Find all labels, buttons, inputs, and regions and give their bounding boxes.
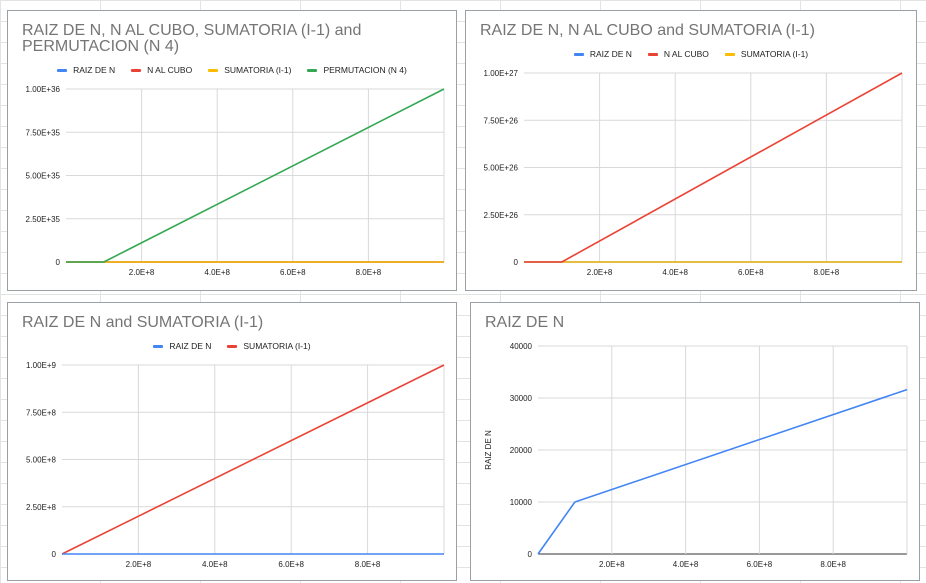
x-tick-label: 8.0E+8 [814, 268, 840, 277]
legend-label: SUMATORIA (I-1) [224, 65, 292, 75]
x-tick-label: 2.0E+8 [129, 268, 155, 277]
plot-area: 0 2.50E+26 5.00E+26 7.50E+26 1.00E+27 2.0E+8 4… [484, 69, 903, 277]
legend-swatch [153, 344, 164, 348]
legend-item-n-al-cubo[interactable]: N AL CUBO [647, 49, 709, 59]
y-tick-label: 1.00E+9 [26, 361, 57, 370]
legend-label: PERMUTACION (N 4) [323, 65, 407, 75]
plot-area: 0 2.50E+35 5.00E+35 7.50E+35 1.00E+36 2.0E+8 4… [26, 85, 445, 277]
chart-card-1[interactable]: RAIZ DE N, N AL CUBO, SUMATORIA (I-1) an… [7, 10, 457, 291]
legend-swatch [647, 52, 658, 56]
y-tick-label: 7.50E+26 [484, 116, 519, 125]
y-tick-label: 0 [514, 258, 519, 267]
legend-item-raiz-de-n[interactable]: RAIZ DE N [573, 49, 632, 59]
chart-legend: RAIZ DE N SUMATORIA (I-1) [8, 341, 456, 351]
x-tick-label: 4.0E+8 [673, 560, 699, 569]
y-tick-label: 1.00E+27 [484, 69, 519, 78]
x-tick-label: 2.0E+8 [587, 268, 613, 277]
y-tick-label: 20000 [510, 446, 533, 455]
x-tick-label: 2.0E+8 [126, 560, 152, 569]
y-tick-label: 30000 [510, 394, 533, 403]
x-tick-label: 2.0E+8 [599, 560, 625, 569]
chart-legend: RAIZ DE N N AL CUBO SUMATORIA (I-1) [466, 49, 916, 59]
chart-title: RAIZ DE N, N AL CUBO and SUMATORIA (I-1) [480, 22, 815, 39]
chart-title: RAIZ DE N [485, 314, 565, 331]
legend-label: N AL CUBO [663, 49, 709, 59]
legend-item-raiz-de-n[interactable]: RAIZ DE N [57, 65, 115, 75]
y-tick-label: 5.00E+8 [26, 456, 57, 465]
legend-item-n-al-cubo[interactable]: N AL CUBO [131, 65, 192, 75]
legend-label: N AL CUBO [147, 65, 193, 75]
series-line-sumatoria-i-1[interactable] [61, 364, 445, 555]
y-tick-label: 5.00E+35 [26, 172, 61, 181]
legend-swatch [208, 68, 219, 72]
y-tick-label: 2.50E+26 [484, 211, 519, 220]
legend-swatch [573, 52, 584, 56]
x-tick-label: 8.0E+8 [355, 560, 381, 569]
series-line-n-al-cubo[interactable] [524, 72, 903, 263]
chart-legend: RAIZ DE N N AL CUBO SUMATORIA (I-1) PERM… [8, 65, 456, 75]
x-tick-label: 8.0E+8 [820, 560, 846, 569]
legend-swatch [307, 68, 318, 72]
legend-item-sumatoria[interactable]: SUMATORIA (I-1) [208, 65, 291, 75]
legend-swatch [724, 52, 735, 56]
y-tick-label: 0 [56, 258, 61, 267]
legend-item-sumatoria[interactable]: SUMATORIA (I-1) [724, 49, 809, 59]
y-tick-label: 10000 [510, 498, 533, 507]
series-line-permutacion-n-4[interactable] [66, 88, 445, 263]
series-line-raiz-de-n[interactable] [537, 388, 908, 555]
legend-swatch [227, 344, 238, 348]
y-tick-label: 2.50E+8 [26, 503, 57, 512]
chart-card-3[interactable]: RAIZ DE N and SUMATORIA (I-1) RAIZ DE N … [7, 302, 457, 581]
legend-label: RAIZ DE N [169, 341, 212, 351]
y-tick-label: 0 [528, 550, 533, 559]
y-tick-label: 0 [52, 550, 57, 559]
legend-swatch [131, 68, 142, 72]
x-tick-label: 6.0E+8 [738, 268, 764, 277]
legend-swatch [57, 68, 68, 72]
y-tick-label: 2.50E+35 [26, 215, 61, 224]
legend-label: RAIZ DE N [589, 49, 632, 59]
legend-label: SUMATORIA (I-1) [243, 341, 311, 351]
x-tick-label: 6.0E+8 [278, 560, 304, 569]
plot-area: 0 10000 20000 30000 40000 2.0E+8 4.0E+8 6.0E+8 8… [484, 342, 908, 569]
x-tick-label: 4.0E+8 [202, 560, 228, 569]
x-tick-label: 6.0E+8 [280, 268, 306, 277]
x-tick-label: 6.0E+8 [747, 560, 773, 569]
legend-item-sumatoria[interactable]: SUMATORIA (I-1) [227, 341, 311, 351]
legend-item-raiz-de-n[interactable]: RAIZ DE N [153, 341, 211, 351]
legend-item-permutacion[interactable]: PERMUTACION (N 4) [307, 65, 407, 75]
plot-area: 0 2.50E+8 5.00E+8 7.50E+8 1.00E+9 2.0E+8 4.0E+… [26, 361, 445, 569]
chart-title: RAIZ DE N and SUMATORIA (I-1) [22, 314, 264, 331]
legend-label: SUMATORIA (I-1) [740, 49, 809, 59]
x-tick-label: 8.0E+8 [356, 268, 382, 277]
y-axis-label: RAIZ DE N [484, 430, 493, 470]
chart-title: RAIZ DE N, N AL CUBO, SUMATORIA (I-1) an… [22, 22, 362, 55]
chart-card-2[interactable]: RAIZ DE N, N AL CUBO and SUMATORIA (I-1)… [465, 10, 917, 291]
legend-label: RAIZ DE N [73, 65, 116, 75]
x-tick-label: 4.0E+8 [204, 268, 230, 277]
y-tick-label: 5.00E+26 [484, 164, 519, 173]
x-tick-label: 4.0E+8 [662, 268, 688, 277]
y-tick-label: 1.00E+36 [26, 85, 61, 94]
y-tick-label: 7.50E+8 [26, 408, 57, 417]
y-tick-label: 7.50E+35 [26, 128, 61, 137]
y-tick-label: 40000 [510, 342, 533, 351]
chart-card-4[interactable]: RAIZ DE N 0 10000 20000 30000 40000 2.0E+8 4.0… [470, 302, 920, 581]
